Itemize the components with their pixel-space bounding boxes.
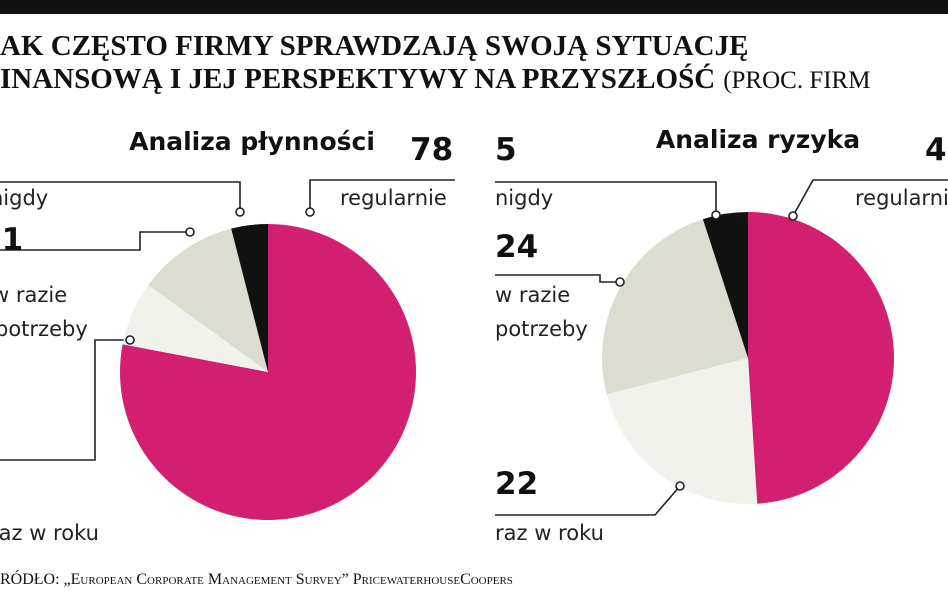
pie-slice xyxy=(702,212,748,358)
pies xyxy=(120,212,895,520)
leader xyxy=(0,181,241,212)
category-label-part: w razie xyxy=(0,283,67,307)
value-label: 11 xyxy=(0,222,23,258)
pie-slice xyxy=(122,285,268,372)
title: INANSOWĄ I JEJ PERSPEKTYWY NA PRZYSZŁOŚĆ xyxy=(0,62,715,95)
pie-slice xyxy=(148,228,268,372)
source: RÓDŁO: „European Corporate Management Su… xyxy=(0,569,513,588)
value-label: 22 xyxy=(495,466,538,502)
category-label: regularnie xyxy=(855,186,948,210)
pie-slice xyxy=(606,358,758,504)
chart-title: Analiza ryzyka xyxy=(656,125,860,154)
title-note: (PROC. FIRM xyxy=(723,67,870,94)
value-label: 24 xyxy=(495,229,538,265)
top-bar xyxy=(0,0,948,14)
category-label: nigdy xyxy=(0,186,48,210)
category-label-part: potrzeby xyxy=(495,317,588,341)
leader xyxy=(495,485,681,516)
category-label-part: potrzeby xyxy=(0,317,88,341)
leader xyxy=(0,339,130,461)
pie-slice xyxy=(748,212,895,504)
pie-slice xyxy=(602,219,748,395)
title: AK CZĘSTO FIRMY SPRAWDZAJĄ SWOJĄ SYTUACJ… xyxy=(0,30,748,62)
dot xyxy=(711,210,721,220)
leader xyxy=(792,179,948,217)
dot xyxy=(305,207,315,217)
leader xyxy=(495,181,717,215)
category-label-part: w razie xyxy=(495,283,570,307)
dot xyxy=(615,277,625,287)
leader xyxy=(0,231,190,251)
category-label: w razie potrzeby xyxy=(495,283,588,341)
value-label: 49 xyxy=(925,132,948,168)
category-label: raz w roku xyxy=(495,521,604,545)
leader xyxy=(309,179,455,212)
dots xyxy=(125,207,798,491)
category-label: nigdy xyxy=(495,186,553,210)
value-label: 5 xyxy=(495,132,517,168)
category-label: regularnie xyxy=(340,186,447,210)
category-label: w razie potrzeby xyxy=(0,283,88,341)
dot xyxy=(788,211,798,221)
chart-title: Analiza płynności xyxy=(129,127,375,156)
title: INANSOWĄ I JEJ PERSPEKTYWY NA PRZYSZŁOŚĆ… xyxy=(0,62,870,95)
category-label: raz w roku xyxy=(0,521,99,545)
dot xyxy=(235,207,245,217)
dot xyxy=(125,335,135,345)
dot xyxy=(185,227,195,237)
value-label: 78 xyxy=(410,132,453,168)
pie-slice xyxy=(231,224,268,372)
leader xyxy=(495,274,620,283)
dot xyxy=(675,481,685,491)
